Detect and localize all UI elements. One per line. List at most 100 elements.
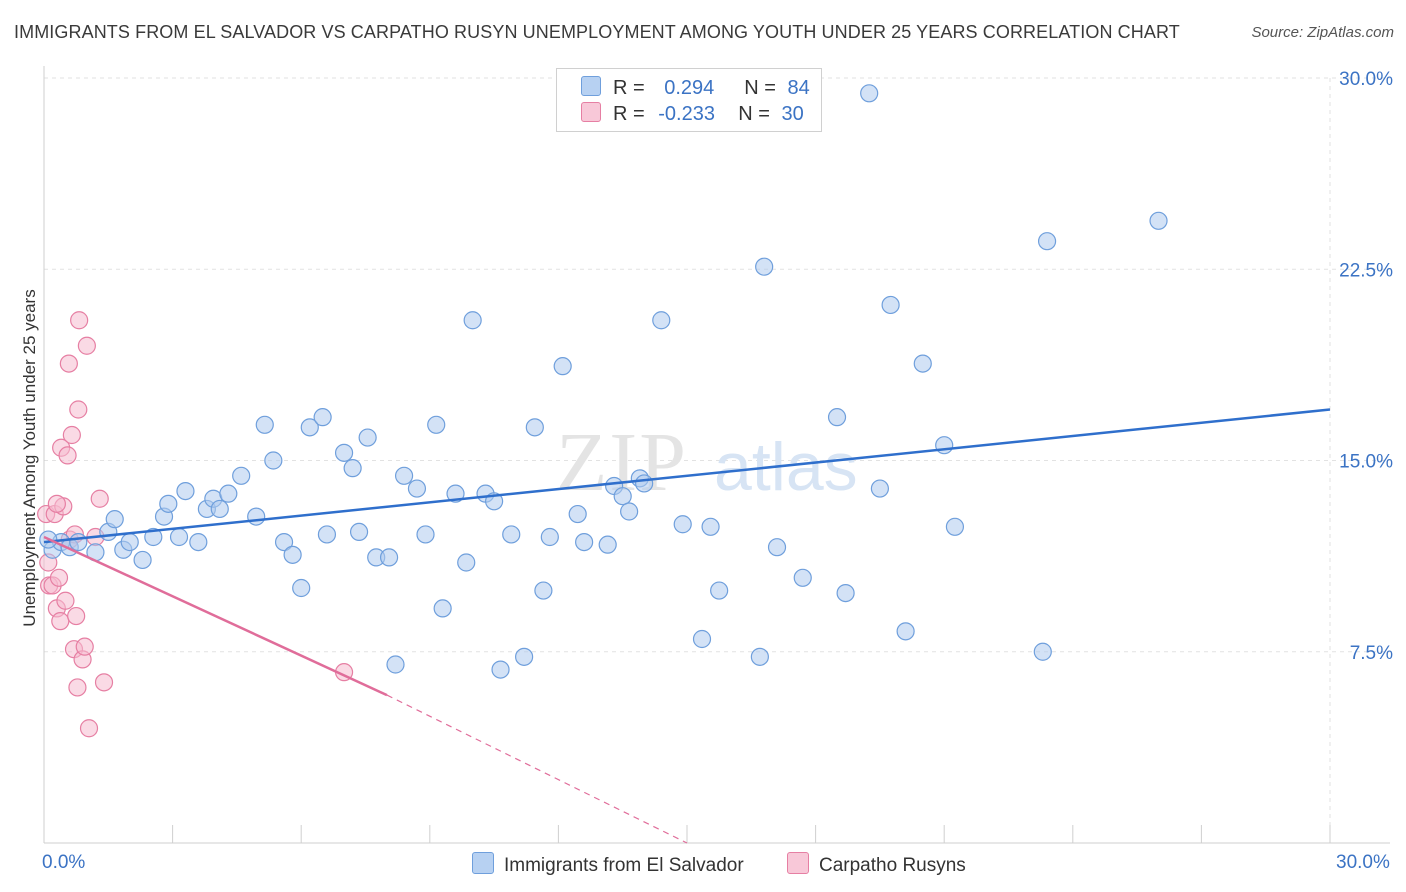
carpatho-rusyn-point xyxy=(68,678,87,697)
el-salvador-point xyxy=(433,599,452,618)
carpatho-rusyn-points xyxy=(37,311,354,738)
y-tick-label: 15.0% xyxy=(1339,452,1393,473)
el-salvador-point xyxy=(169,527,189,547)
el-salvador-point xyxy=(836,583,855,603)
trend-lines xyxy=(43,408,1331,844)
el-salvador-point xyxy=(652,311,671,330)
el-salvador-point xyxy=(598,535,617,554)
el-salvador-point xyxy=(189,532,208,552)
carpatho-rusyn-point xyxy=(75,637,94,656)
el-salvador-point xyxy=(219,484,238,503)
el-salvador-point xyxy=(313,408,332,427)
el-salvador-point xyxy=(210,499,229,519)
y-tick-label: 30.0% xyxy=(1339,69,1393,90)
carpatho-rusyn-trend-line xyxy=(43,535,388,697)
el-salvador-point xyxy=(673,515,692,534)
legend-r-value: 0.294 xyxy=(664,77,715,99)
el-salvador-point xyxy=(386,655,405,674)
carpatho-rusyn-point xyxy=(59,354,78,373)
el-salvador-point xyxy=(515,647,534,666)
el-salvador-point xyxy=(176,482,195,501)
el-salvador-point xyxy=(913,354,932,373)
y-axis-label: Unemployment Among Youth under 25 years xyxy=(20,289,39,627)
el-salvador-point xyxy=(416,525,435,544)
bottom-legend-label: Immigrants from El Salvador xyxy=(504,855,744,876)
el-salvador-point xyxy=(692,629,712,649)
el-salvador-point xyxy=(525,418,544,437)
legend-n-label: N = xyxy=(738,103,770,125)
correlation-legend: R = 0.294 N = 84 R = -0.233 N = 30 xyxy=(556,68,822,132)
el-salvador-point xyxy=(334,443,354,462)
el-salvador-point xyxy=(144,527,163,547)
carpatho-rusyn-point xyxy=(70,311,89,330)
x-axis-min-label: 0.0% xyxy=(42,852,86,873)
legend-swatch-blue xyxy=(581,76,601,96)
el-salvador-point xyxy=(568,504,587,524)
legend-r-label: R = xyxy=(613,77,645,99)
bottom-legend-el-salvador: Immigrants from El Salvador xyxy=(472,852,744,877)
carpatho-rusyn-point xyxy=(49,568,69,587)
legend-r-label: R = xyxy=(613,103,645,125)
el-salvador-point xyxy=(283,545,302,564)
el-salvador-point xyxy=(317,525,337,544)
el-salvador-point xyxy=(767,538,787,557)
el-salvador-point xyxy=(827,408,847,427)
carpatho-rusyn-point xyxy=(47,494,66,513)
el-salvador-point xyxy=(1037,232,1057,251)
y-tick-label: 7.5% xyxy=(1350,643,1393,664)
el-salvador-points xyxy=(39,84,1168,679)
el-salvador-point xyxy=(701,517,720,536)
x-axis-max-label: 30.0% xyxy=(1336,852,1390,873)
el-salvador-point xyxy=(750,647,769,666)
el-salvador-point xyxy=(540,527,559,547)
y-tick-labels: 7.5% 15.0% 22.5% 30.0% xyxy=(1339,69,1393,664)
legend-n-value: 30 xyxy=(781,103,804,125)
el-salvador-point xyxy=(120,532,139,552)
carpatho-rusyn-point xyxy=(90,489,109,508)
el-salvador-point xyxy=(575,532,594,552)
el-salvador-point xyxy=(491,660,510,679)
legend-n-value: 84 xyxy=(787,77,810,99)
el-salvador-point xyxy=(896,622,915,641)
el-salvador-point xyxy=(343,459,362,478)
x-axis-ticks xyxy=(43,825,1331,843)
el-salvador-point xyxy=(553,357,572,376)
el-salvador-point xyxy=(300,418,319,437)
el-salvador-point xyxy=(407,479,427,498)
el-salvador-point xyxy=(463,311,482,330)
bottom-legend-label: Carpatho Rusyns xyxy=(819,855,966,876)
el-salvador-point xyxy=(860,84,879,103)
el-salvador-point xyxy=(613,487,632,506)
el-salvador-point xyxy=(292,578,311,598)
el-salvador-point xyxy=(247,507,266,526)
el-salvador-point xyxy=(870,479,890,498)
el-salvador-point xyxy=(394,466,414,485)
carpatho-rusyn-point xyxy=(56,591,75,610)
el-salvador-point xyxy=(534,581,553,600)
legend-r-value: -0.233 xyxy=(658,103,715,125)
legend-row-carpatho-rusyn: R = -0.233 N = 30 xyxy=(581,102,804,126)
carpatho-rusyn-point xyxy=(94,673,114,692)
el-salvador-point xyxy=(710,581,729,600)
el-salvador-point xyxy=(379,548,399,567)
carpatho-rusyn-point xyxy=(77,336,96,355)
bottom-legend-carpatho-rusyn: Carpatho Rusyns xyxy=(787,852,966,877)
el-salvador-point xyxy=(349,522,369,542)
el-salvador-point xyxy=(945,517,965,536)
y-tick-label: 22.5% xyxy=(1339,260,1393,281)
el-salvador-point xyxy=(358,428,377,447)
carpatho-rusyn-point xyxy=(67,606,86,626)
el-salvador-point xyxy=(881,295,900,315)
el-salvador-trend-line xyxy=(43,408,1331,544)
el-salvador-point xyxy=(255,415,274,434)
el-salvador-point xyxy=(793,568,812,587)
carpatho-rusyn-point xyxy=(62,425,81,445)
el-salvador-point xyxy=(502,525,521,544)
el-salvador-point xyxy=(69,532,88,552)
el-salvador-point xyxy=(635,474,654,493)
carpatho-rusyn-point xyxy=(51,612,70,631)
el-salvador-point xyxy=(232,466,251,485)
el-salvador-point xyxy=(755,257,774,276)
carpatho-rusyn-point xyxy=(58,446,77,465)
